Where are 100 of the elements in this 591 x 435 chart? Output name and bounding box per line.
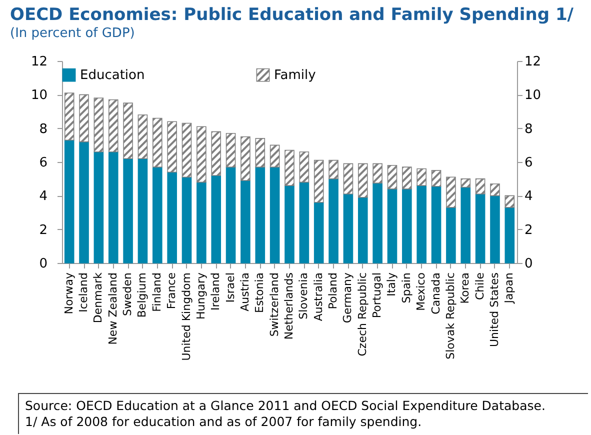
- bar: [211, 175, 222, 264]
- x-tick-label: Belgium: [136, 272, 149, 318]
- bar: [475, 194, 486, 264]
- bar: [196, 182, 206, 264]
- bar: [226, 166, 236, 264]
- bar: [64, 140, 74, 264]
- bar: [255, 138, 266, 168]
- bar: [387, 188, 398, 264]
- bar: [240, 136, 250, 181]
- bar: [460, 178, 471, 188]
- bar: [343, 194, 354, 264]
- bar: [196, 126, 206, 183]
- bar: [123, 102, 133, 160]
- bar: [79, 141, 89, 264]
- bar: [64, 92, 74, 141]
- bar: [211, 131, 222, 176]
- bar: [182, 122, 192, 178]
- x-tick-label: Australia: [312, 272, 325, 322]
- x-tick-label: Slovenia: [297, 272, 310, 320]
- x-tick-label: Portugal: [370, 272, 384, 318]
- bar: [387, 164, 398, 190]
- x-tick-label: Slovak Republic: [444, 272, 457, 360]
- x-tick-label: Switzerland: [268, 272, 281, 337]
- source-note: Source: OECD Education at a Glance 2011 and OECD Social Expenditure Database.: [25, 398, 546, 414]
- bar: [314, 202, 324, 264]
- x-tick-label: Norway: [62, 272, 76, 314]
- bar: [138, 114, 148, 160]
- bar: [372, 182, 382, 264]
- bar: [284, 150, 294, 186]
- bar: [328, 160, 338, 180]
- x-tick-label: Poland: [326, 272, 340, 310]
- x-tick-label: Korea: [458, 272, 472, 304]
- bar: [108, 99, 118, 152]
- bar: [152, 118, 162, 168]
- chart-subtitle: (In percent of GDP): [10, 26, 135, 41]
- bar: [475, 178, 486, 194]
- y-tick-label: 6: [39, 156, 48, 170]
- bar: [314, 160, 324, 203]
- y2-tick-label: 2: [524, 222, 533, 238]
- bar: [284, 185, 294, 264]
- y-tick-label: 12: [30, 54, 48, 70]
- x-tick-label: Netherlands: [282, 272, 296, 340]
- bar: [416, 168, 426, 186]
- x-tick-label: Japan: [502, 272, 516, 304]
- bar: [123, 158, 133, 264]
- bar: [372, 163, 382, 184]
- legend-label: Family: [274, 68, 316, 84]
- bar: [270, 144, 280, 168]
- bar: [490, 195, 500, 264]
- x-tick-label: Estonia: [253, 272, 266, 313]
- x-tick-label: United States: [488, 272, 501, 347]
- chart-title: OECD Economies: Public Education and Family Spending 1/: [10, 5, 574, 25]
- bar: [255, 166, 266, 264]
- bar: [402, 188, 412, 264]
- bar: [240, 180, 250, 264]
- y2-tick-label: 10: [524, 88, 542, 104]
- bar: [108, 152, 118, 264]
- x-tick-label: Czech Republic: [356, 272, 369, 356]
- bar: [94, 98, 104, 152]
- bar: [431, 186, 442, 264]
- y-tick-label: 2: [39, 222, 48, 238]
- x-tick-label: Chile: [473, 272, 486, 300]
- text: 1/ As of 2008 for education and as of 2007 for family spending.: [25, 414, 423, 430]
- bar: [79, 94, 89, 142]
- y2-tick-label: 0: [524, 256, 533, 272]
- bar: [299, 182, 310, 264]
- y-tick-label: 8: [39, 122, 48, 137]
- x-tick-label: Iceland: [77, 272, 90, 312]
- bar: [167, 121, 177, 172]
- x-tick-label: France: [165, 272, 178, 310]
- x-tick-label: Ireland: [209, 272, 222, 311]
- x-tick-label: Denmark: [92, 272, 105, 324]
- bar: [358, 163, 368, 198]
- x-tick-label: Mexico: [414, 272, 428, 311]
- y2-tick-label: 6: [524, 156, 533, 170]
- x-tick-label: Finland: [150, 272, 164, 312]
- bar: [504, 195, 515, 208]
- x-tick-label: Spain: [400, 272, 413, 304]
- y-tick-label: 4: [39, 189, 48, 204]
- bar: [446, 207, 456, 264]
- x-tick-label: Canada: [429, 272, 442, 314]
- x-tick-label: Italy: [385, 272, 398, 296]
- x-tick-label: Israel: [224, 272, 237, 303]
- y-tick-label: 0: [39, 256, 48, 272]
- bar: [138, 158, 148, 264]
- x-tick-label: Sweden: [121, 272, 134, 316]
- bar: [270, 166, 280, 264]
- x-tick-label: New Zealand: [106, 272, 120, 345]
- bar: [460, 186, 471, 264]
- bar: [94, 152, 104, 264]
- bar: [416, 185, 426, 264]
- bar: [182, 176, 192, 264]
- bar: [490, 183, 500, 196]
- legend-label: Education: [80, 68, 145, 84]
- x-tick-label: Austria: [238, 272, 252, 312]
- bar: [152, 166, 162, 264]
- bar: [504, 207, 515, 264]
- y-tick-label: 10: [30, 88, 48, 104]
- bar: [226, 132, 236, 168]
- bar: [343, 163, 354, 194]
